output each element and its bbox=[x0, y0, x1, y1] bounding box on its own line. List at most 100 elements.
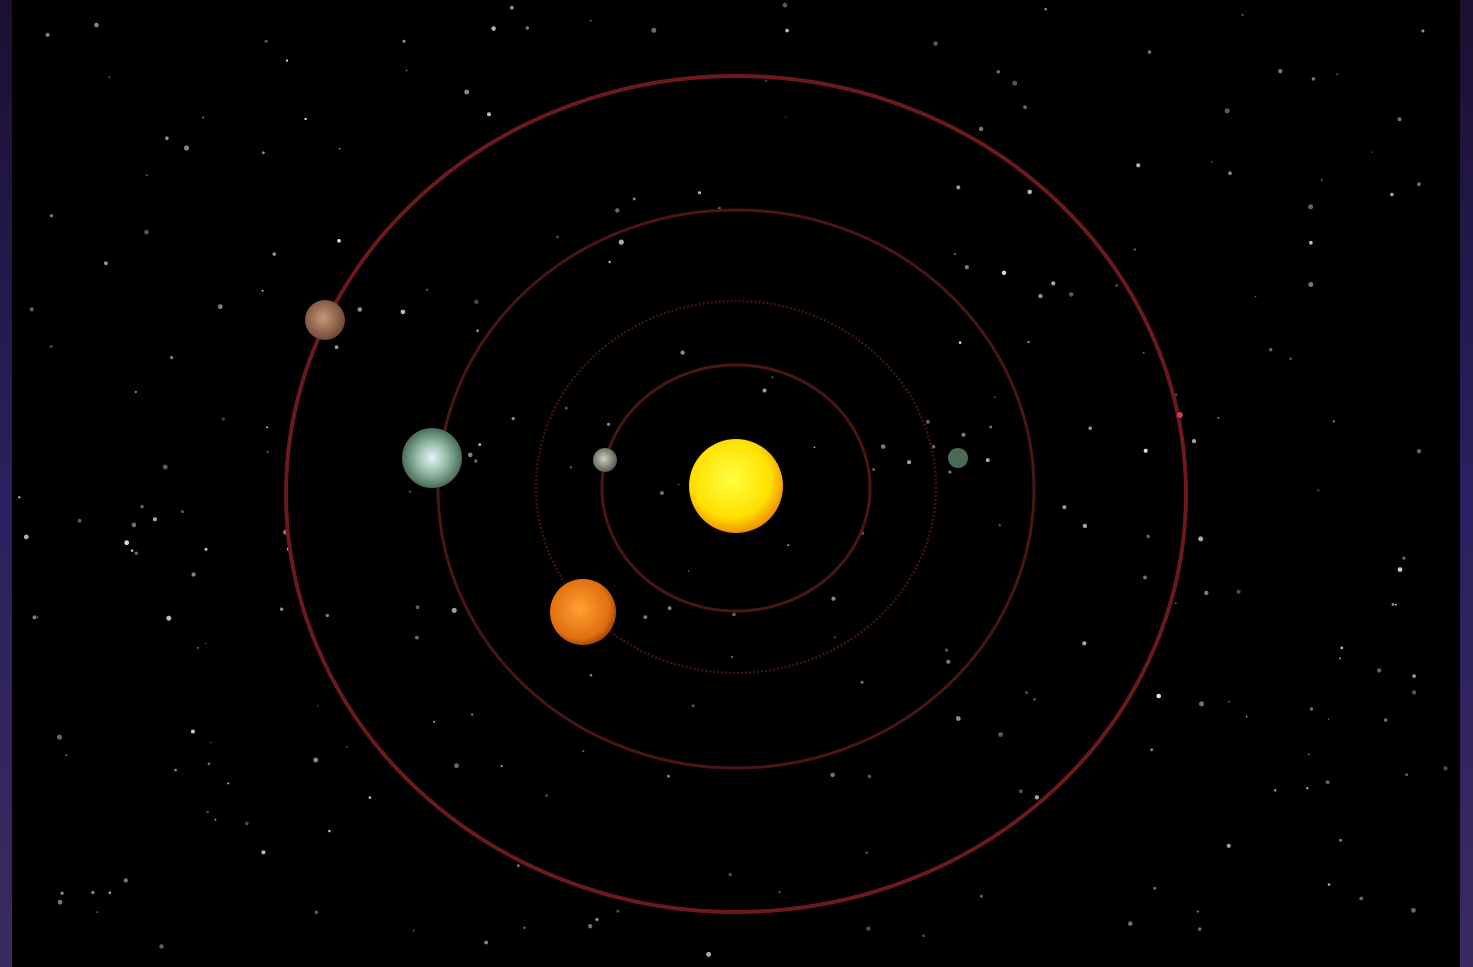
star bbox=[570, 466, 572, 468]
star bbox=[1390, 193, 1393, 196]
star bbox=[1150, 748, 1153, 751]
star bbox=[1443, 766, 1447, 770]
star bbox=[335, 345, 339, 349]
star bbox=[787, 544, 789, 546]
star bbox=[1083, 524, 1087, 528]
star bbox=[979, 127, 983, 131]
star bbox=[1328, 883, 1331, 886]
star bbox=[426, 289, 428, 291]
star bbox=[1175, 602, 1177, 604]
star bbox=[1051, 281, 1055, 285]
star bbox=[1116, 284, 1118, 286]
star bbox=[165, 136, 169, 140]
star bbox=[956, 185, 960, 189]
star bbox=[510, 6, 514, 10]
star bbox=[959, 341, 962, 344]
star bbox=[58, 900, 63, 905]
star bbox=[191, 730, 195, 734]
star bbox=[814, 447, 816, 449]
star bbox=[1027, 341, 1029, 343]
right-edge bbox=[1460, 0, 1473, 967]
star bbox=[262, 151, 265, 154]
star bbox=[1278, 69, 1282, 73]
star bbox=[197, 647, 199, 649]
star bbox=[1417, 182, 1421, 186]
star bbox=[346, 746, 348, 748]
star bbox=[57, 735, 62, 740]
star bbox=[208, 763, 211, 766]
star bbox=[273, 252, 276, 255]
star bbox=[91, 891, 94, 894]
star bbox=[315, 911, 319, 915]
star bbox=[1143, 352, 1145, 354]
star bbox=[1333, 420, 1335, 422]
star bbox=[452, 608, 457, 613]
star bbox=[1136, 163, 1140, 167]
star bbox=[866, 852, 868, 854]
star bbox=[1148, 50, 1151, 53]
planet bbox=[402, 428, 462, 488]
star bbox=[681, 351, 685, 355]
star bbox=[487, 112, 491, 116]
star bbox=[313, 758, 318, 763]
star bbox=[526, 26, 529, 29]
star bbox=[1198, 536, 1203, 541]
star bbox=[78, 519, 82, 523]
star bbox=[1227, 844, 1231, 848]
star bbox=[124, 878, 128, 882]
star bbox=[478, 443, 481, 446]
star bbox=[403, 40, 406, 43]
star bbox=[834, 637, 836, 639]
star bbox=[222, 417, 225, 420]
star bbox=[1336, 73, 1339, 76]
star bbox=[1023, 105, 1027, 109]
star bbox=[1038, 294, 1042, 298]
star bbox=[304, 118, 306, 120]
star bbox=[1317, 489, 1319, 491]
star bbox=[956, 716, 961, 721]
star bbox=[170, 356, 173, 359]
star bbox=[545, 794, 548, 797]
star bbox=[1228, 171, 1232, 175]
star bbox=[454, 763, 459, 768]
star bbox=[556, 236, 559, 239]
star bbox=[1211, 161, 1213, 163]
star bbox=[218, 304, 223, 309]
star bbox=[523, 927, 526, 930]
star bbox=[1339, 657, 1341, 659]
star bbox=[785, 29, 789, 33]
star bbox=[1412, 674, 1415, 677]
star bbox=[37, 617, 39, 619]
star bbox=[989, 426, 992, 429]
star bbox=[144, 230, 149, 235]
star bbox=[1405, 773, 1408, 776]
star bbox=[227, 782, 229, 784]
star bbox=[1033, 698, 1035, 700]
star bbox=[339, 148, 341, 150]
star bbox=[1372, 151, 1374, 153]
star bbox=[50, 345, 53, 348]
star bbox=[980, 895, 983, 898]
star bbox=[464, 90, 469, 95]
star bbox=[607, 423, 610, 426]
star bbox=[692, 704, 695, 707]
star bbox=[476, 329, 479, 332]
star bbox=[415, 636, 419, 640]
star bbox=[245, 822, 248, 825]
star bbox=[729, 873, 732, 876]
star bbox=[131, 549, 134, 552]
star bbox=[1310, 707, 1313, 710]
star bbox=[1255, 296, 1257, 298]
star bbox=[616, 910, 619, 913]
star bbox=[1312, 77, 1315, 80]
star bbox=[266, 426, 268, 428]
star bbox=[668, 606, 672, 610]
star bbox=[1197, 910, 1199, 912]
star bbox=[326, 614, 329, 617]
star bbox=[317, 705, 319, 707]
star bbox=[1308, 754, 1310, 756]
star bbox=[1144, 449, 1148, 453]
planet bbox=[305, 300, 345, 340]
star bbox=[1156, 694, 1161, 699]
star bbox=[954, 253, 956, 255]
